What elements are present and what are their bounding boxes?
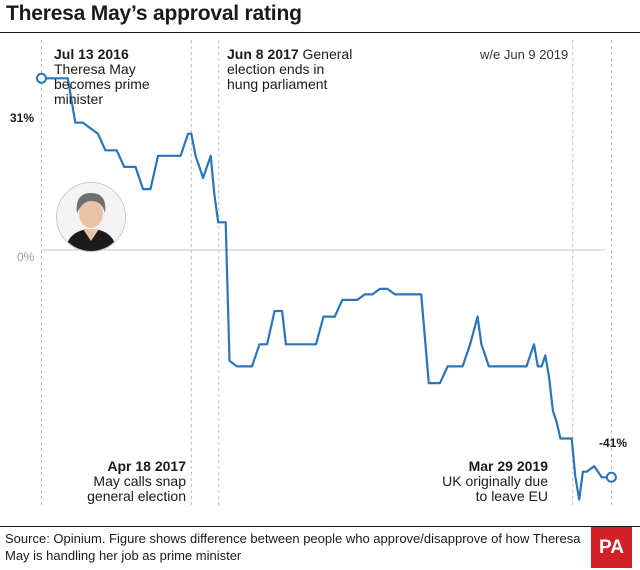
- series-line: [41, 77, 612, 501]
- annotation-jul-2016: Jul 13 2016 Theresa May becomes prime mi…: [54, 47, 150, 107]
- annotation-apr-2017: Apr 18 2017 May calls snap general elect…: [40, 459, 186, 504]
- annotation-line: General: [302, 46, 353, 62]
- annotation-date: Jul 13 2016: [54, 46, 129, 62]
- annotation-date: Apr 18 2017: [107, 458, 186, 474]
- annotation-line: May calls snap: [93, 473, 186, 489]
- annotation-line: becomes prime: [54, 76, 150, 92]
- start-value-label: 31%: [10, 111, 35, 125]
- approval-line-chart: [35, 40, 617, 505]
- page-title: Theresa May’s approval rating: [6, 2, 302, 25]
- annotation-line: minister: [54, 91, 104, 107]
- annotation-line: UK originally due: [442, 473, 548, 489]
- end-value-label: -41%: [599, 436, 628, 450]
- end-point-marker: [605, 471, 617, 483]
- annotation-date: Jun 8 2017: [227, 46, 299, 62]
- annotation-mar-2019: Mar 29 2019 UK originally due to leave E…: [400, 459, 548, 504]
- portrait-image: [56, 182, 126, 252]
- zero-tick-label: 0%: [17, 250, 35, 264]
- annotation-line: election ends in: [227, 61, 325, 77]
- portrait-photo-icon: [57, 183, 125, 251]
- annotation-line: general election: [87, 488, 186, 504]
- annotation-jun-2017: Jun 8 2017 General election ends in hung…: [227, 47, 352, 92]
- annotation-line: hung parliament: [227, 76, 328, 92]
- pa-logo: PA: [591, 527, 632, 568]
- footer-divider: [0, 526, 640, 527]
- event-lines: [40, 40, 612, 505]
- source-note: Source: Opinium. Figure shows difference…: [5, 531, 581, 563]
- annotation-date: Mar 29 2019: [468, 458, 548, 474]
- title-divider: [0, 32, 640, 33]
- annotation-line: to leave EU: [475, 488, 548, 504]
- week-ending-note: w/e Jun 9 2019: [480, 47, 569, 62]
- start-point-marker: [35, 72, 47, 84]
- annotation-line: Theresa May: [54, 61, 136, 77]
